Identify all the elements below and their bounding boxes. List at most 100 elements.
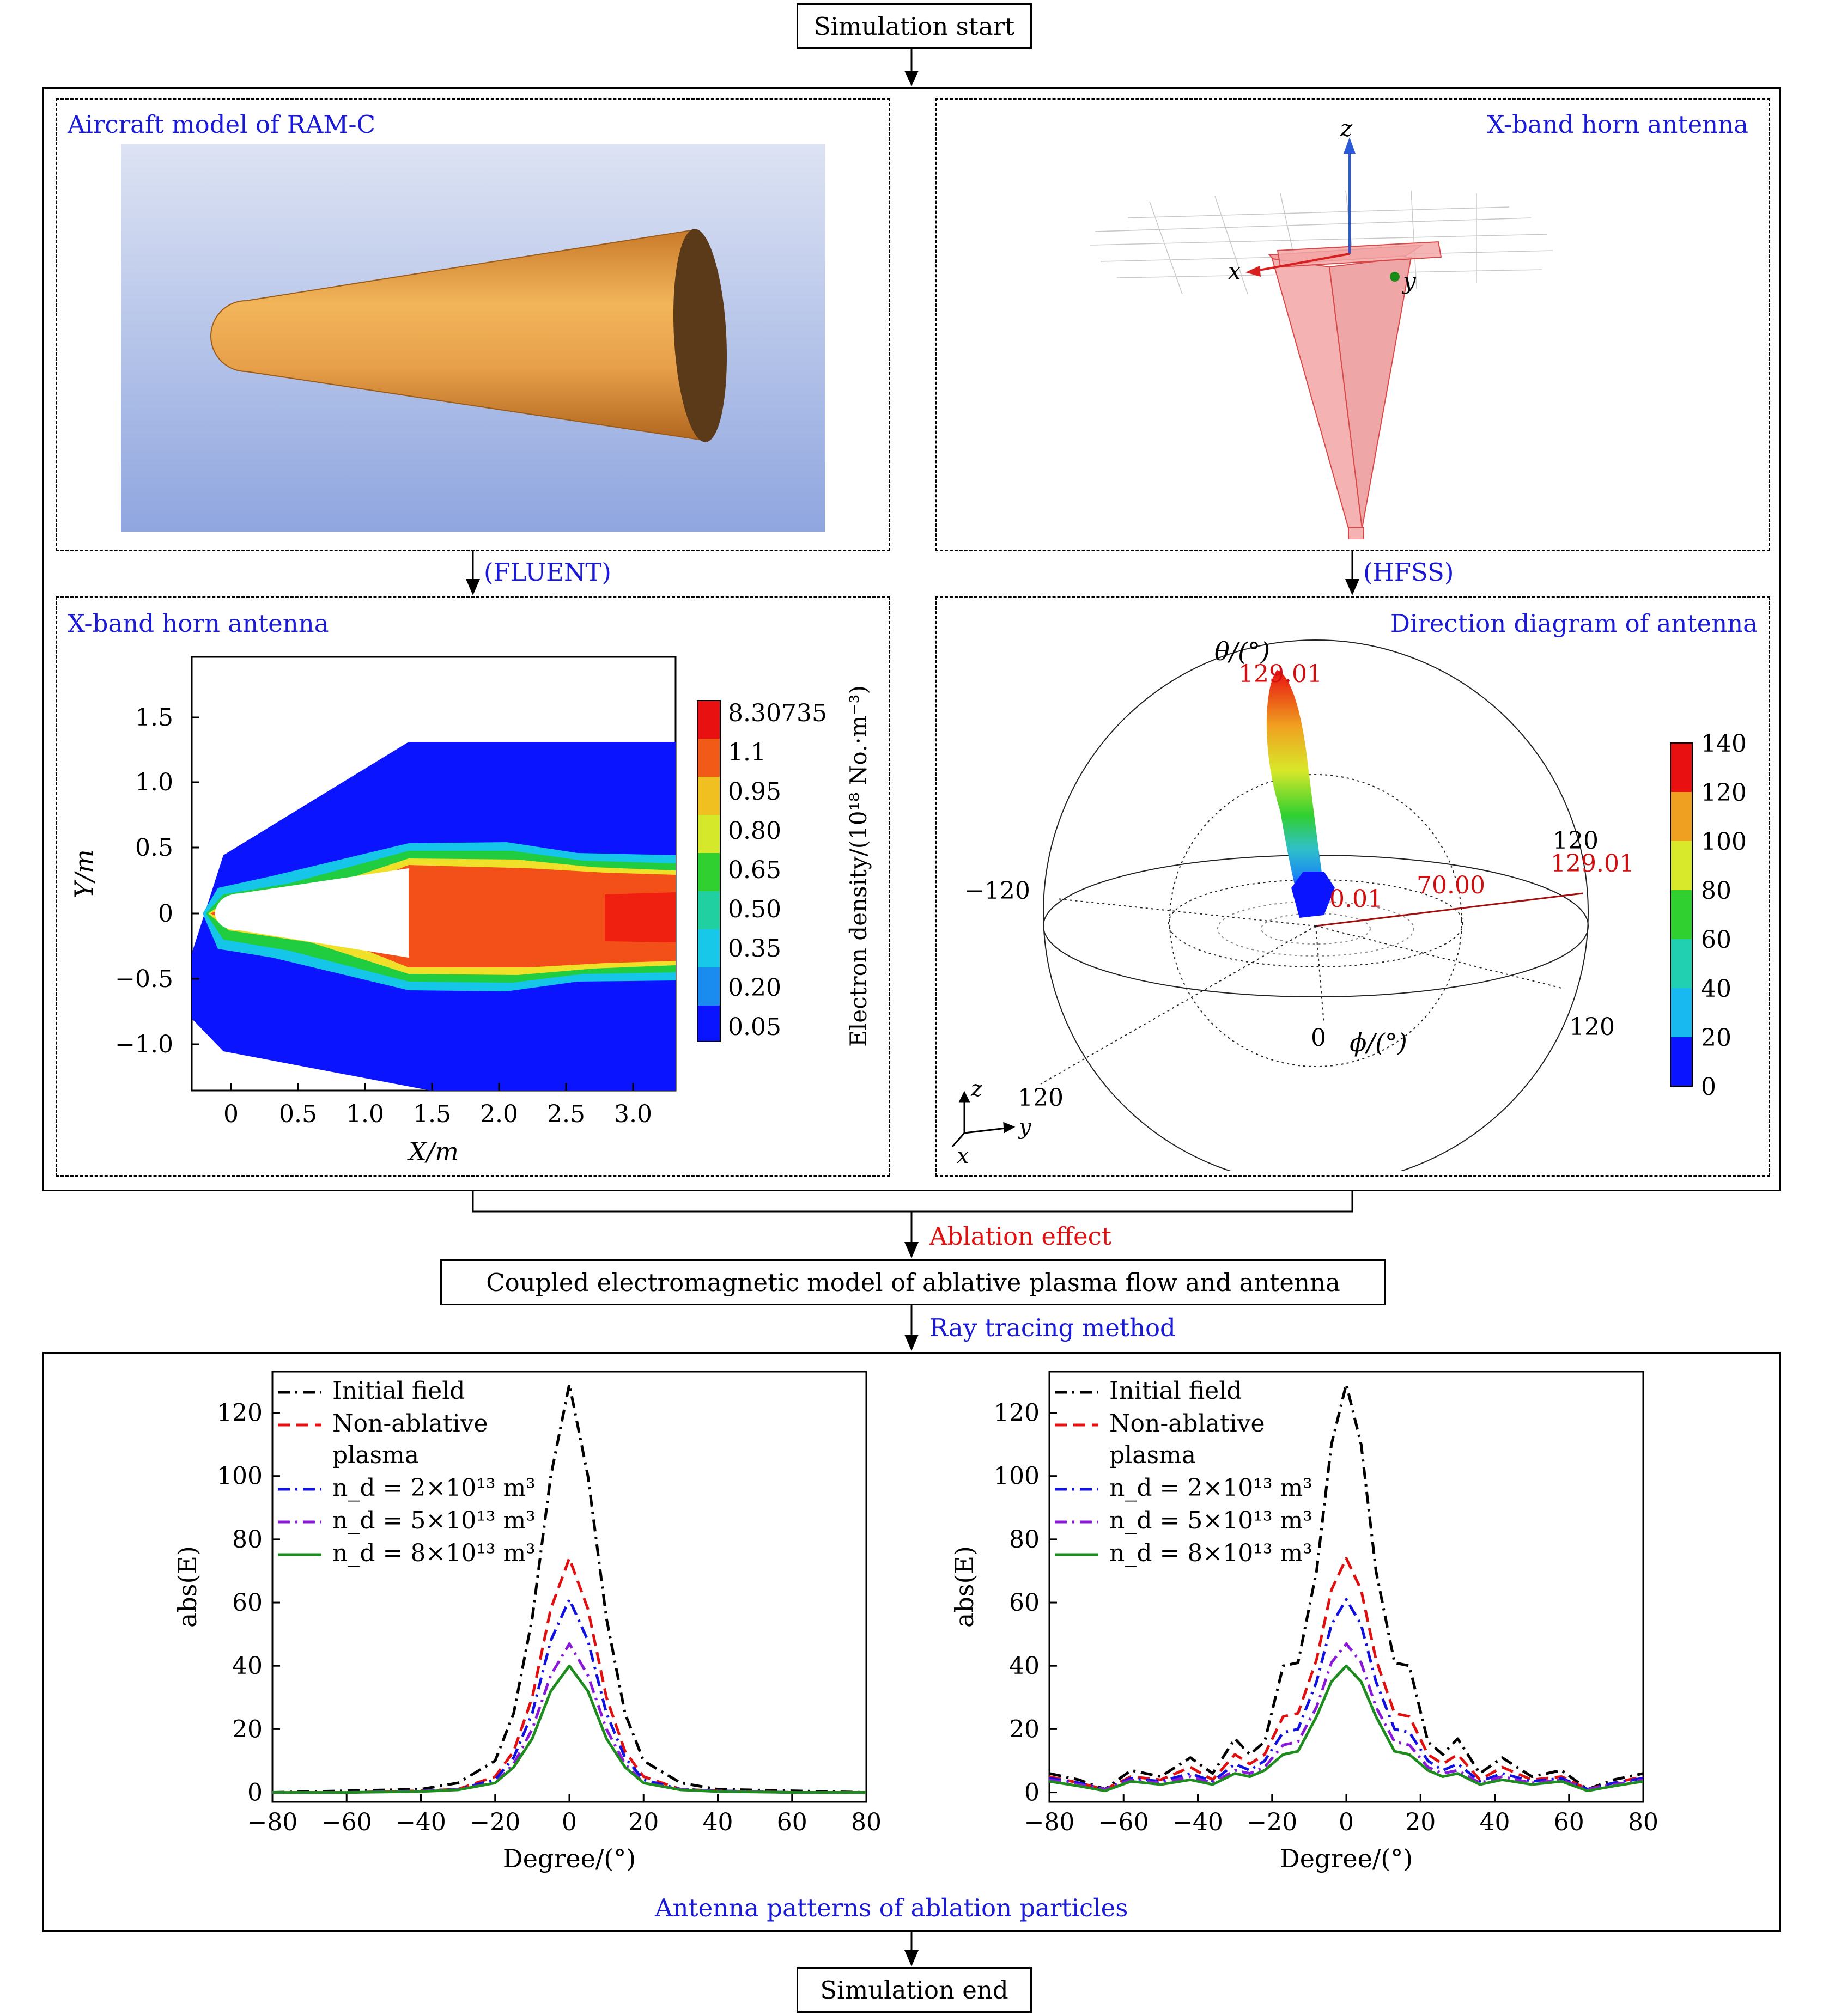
contour-xlabel: X/m xyxy=(407,1137,459,1166)
direction-diagram-panel xyxy=(935,596,1770,1177)
x-tick-label: 60 xyxy=(1554,1808,1584,1836)
contour-xtick-5: 2.5 xyxy=(547,1100,585,1128)
y-tick-label: 100 xyxy=(994,1463,1040,1490)
radiation-pattern-3d: θ/(°) ϕ/(°) 129.01 0.01 70.00 129.01 120… xyxy=(951,637,1747,1171)
plot-frame xyxy=(271,1371,867,1803)
contour-xtick-3: 1.5 xyxy=(413,1100,451,1128)
direction-panel-title: Direction diagram of antenna xyxy=(1390,609,1758,638)
arrowhead-ray-tracing xyxy=(904,1335,919,1351)
legend-label-3: n_d = 5×10¹³ m³ xyxy=(1109,1507,1312,1534)
horn-axis-y: y xyxy=(1402,267,1417,294)
ablation-effect-label: Ablation effect xyxy=(929,1222,1111,1251)
legend-label-4: n_d = 8×10¹³ m³ xyxy=(332,1539,536,1567)
x-tick-label: −60 xyxy=(1098,1808,1149,1836)
cone-base xyxy=(673,229,727,442)
angle-label-zero: 0 xyxy=(1311,1024,1326,1052)
antenna-pattern-chart-left: −80 −60 −40 −20 0 20 40 60 80 0 20 40 60 80 100 120 Degr… xyxy=(173,1371,882,1873)
simulation-end-label: Simulation end xyxy=(820,1975,1008,2005)
horn-antenna-render: z x y xyxy=(1089,115,1553,539)
horn-axis-z: z xyxy=(1340,115,1353,142)
phi-axis-label: ϕ/(°) xyxy=(1350,1028,1407,1057)
y-tick-label: 40 xyxy=(232,1652,263,1680)
results-frame xyxy=(42,1352,1781,1932)
ground-grid xyxy=(1089,190,1553,295)
preprocessing-frame xyxy=(42,87,1781,1191)
y-tick-label: 120 xyxy=(994,1399,1040,1427)
series-line-3 xyxy=(272,1642,866,1794)
r-label-mid: 70.00 xyxy=(1417,872,1485,899)
x-tick-label: 80 xyxy=(1628,1808,1658,1836)
x-tick-label: 20 xyxy=(628,1808,659,1836)
colorbar-tick-8: 0.05 xyxy=(728,1013,781,1041)
outer-sphere xyxy=(1043,639,1589,1171)
gain-tick-3: 80 xyxy=(1701,877,1731,905)
angle-label-bottom-left: 120 xyxy=(1018,1084,1064,1112)
x-tick-label: −20 xyxy=(470,1808,520,1836)
contour-xtick-2: 1.0 xyxy=(346,1100,384,1128)
angle-label-left: −120 xyxy=(964,877,1030,905)
triad-x: x xyxy=(957,1143,969,1168)
x-tick-label: 80 xyxy=(851,1808,882,1836)
horn-antenna-panel xyxy=(935,98,1770,551)
legend-label-0: Initial field xyxy=(332,1377,465,1405)
y-tick-label: 20 xyxy=(1009,1715,1040,1743)
y-tick-label: 80 xyxy=(232,1526,263,1554)
lobe-base xyxy=(1291,872,1335,918)
arrowhead-ablation xyxy=(904,1242,919,1258)
legend-label-0: Initial field xyxy=(1109,1377,1242,1405)
y-tick-label: 40 xyxy=(1009,1652,1040,1680)
gain-tick-5: 40 xyxy=(1701,975,1731,1003)
simulation-start-box: Simulation start xyxy=(797,3,1032,49)
contour-xtick-0: 0 xyxy=(223,1100,239,1128)
x-tick-label: −40 xyxy=(396,1808,446,1836)
contour-ytick-5: −1.0 xyxy=(115,1031,173,1058)
series-line-3 xyxy=(1049,1642,1644,1791)
aircraft-panel-title: Aircraft model of RAM-C xyxy=(68,110,376,139)
peak-label: 129.01 xyxy=(1238,660,1322,688)
x-tick-label: 0 xyxy=(562,1808,577,1836)
contour-ytick-1: 1.0 xyxy=(135,769,173,796)
contour-xtick-4: 2.0 xyxy=(480,1100,518,1128)
series-line-4 xyxy=(272,1664,866,1794)
y-tick-label: 0 xyxy=(1024,1779,1040,1807)
antenna-pattern-chart-right: −80 −60 −40 −20 0 20 40 60 80 0 20 40 60 80 100 120 Degr… xyxy=(950,1371,1658,1873)
antenna-patterns-caption: Antenna patterns of ablation particles xyxy=(655,1893,1128,1922)
inner-sphere xyxy=(1169,774,1462,1067)
coupled-model-box: Coupled electromagnetic model of ablativ… xyxy=(440,1259,1386,1305)
y-tick-label: 120 xyxy=(217,1399,263,1427)
y-tick-label: 0 xyxy=(247,1779,263,1807)
gain-tick-4: 60 xyxy=(1701,926,1731,954)
flowfield-panel-title: X-band horn antenna xyxy=(68,609,329,638)
main-lobe xyxy=(1266,670,1324,893)
legend-label-4: n_d = 8×10¹³ m³ xyxy=(1109,1539,1312,1567)
series-line-4 xyxy=(1049,1664,1644,1793)
contour-ytick-4: −0.5 xyxy=(115,965,173,993)
contour-xtick-6: 3.0 xyxy=(614,1100,652,1128)
y-axis-label: abs(E) xyxy=(173,1546,202,1628)
contour-ytick-2: 0.5 xyxy=(135,834,173,862)
arrowhead-end xyxy=(904,1950,919,1966)
ray-tracing-label: Ray tracing method xyxy=(929,1313,1176,1342)
colorbar-tick-4: 0.65 xyxy=(728,856,781,884)
r-label-outer: 129.01 xyxy=(1551,850,1634,878)
legend-label-1: Non-ablative plasma xyxy=(332,1410,488,1469)
arrowhead-start xyxy=(904,71,919,86)
x-tick-label: −60 xyxy=(321,1808,372,1836)
gain-tick-2: 100 xyxy=(1701,828,1747,856)
ram-c-aircraft-render xyxy=(121,144,825,532)
contour-xtick-1: 0.5 xyxy=(279,1100,317,1128)
x-tick-label: −80 xyxy=(247,1808,298,1836)
contour-ytick-3: 0 xyxy=(158,900,173,928)
y-tick-label: 60 xyxy=(232,1589,263,1617)
merge-bracket xyxy=(472,1191,1353,1213)
colorbar-tick-6: 0.35 xyxy=(728,935,781,963)
x-tick-label: 40 xyxy=(1480,1808,1510,1836)
colorbar-tick-1: 1.1 xyxy=(728,739,766,766)
electron-density-contour: 0 0.5 1.0 1.5 2.0 2.5 3.0 1.5 1.0 0.5 0 … xyxy=(69,656,872,1166)
contour-ticks xyxy=(192,716,634,1091)
colorbar-label: Electron density/(10¹⁸ No.·m⁻³) xyxy=(845,685,872,1047)
series-line-0 xyxy=(272,1382,867,1794)
gain-tick-1: 120 xyxy=(1701,779,1747,807)
colorbar-tick-3: 0.80 xyxy=(728,817,781,845)
gain-colorbar xyxy=(1670,742,1693,1087)
